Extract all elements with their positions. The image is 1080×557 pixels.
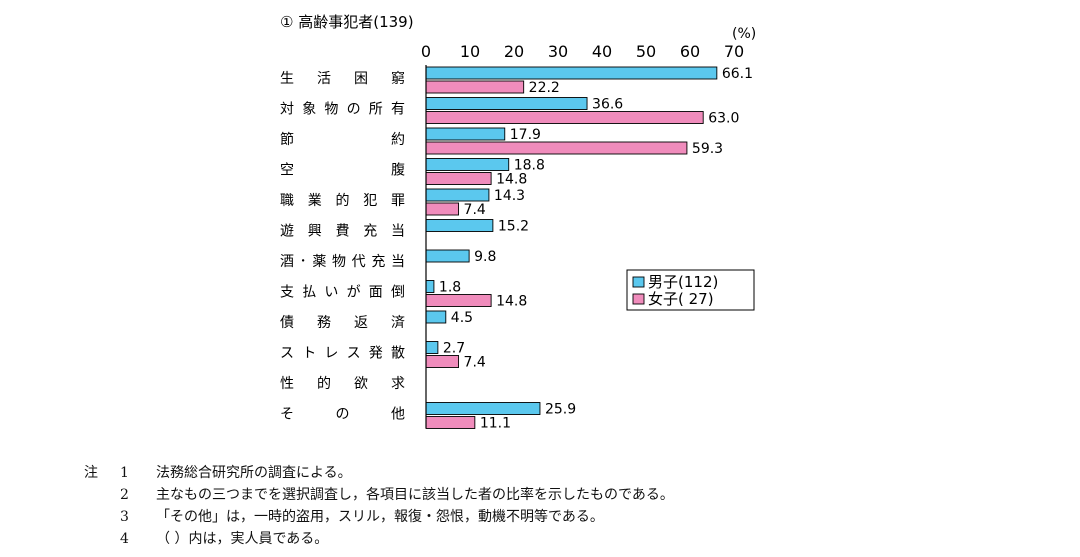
data-label: 36.6	[592, 97, 623, 113]
notes: 注 1 法務総合研究所の調査による。 2 主なもの三つまでを選択調査し，各項目に…	[84, 462, 674, 550]
category-label: 遊 興 費 充 当	[280, 224, 405, 240]
x-tick-label: 0	[421, 42, 431, 61]
data-label: 25.9	[545, 402, 576, 418]
data-label: 2.7	[443, 341, 465, 357]
note-row: 4 （ ）内は，実人員である。	[84, 528, 674, 550]
bar-male	[425, 127, 506, 141]
data-label: 66.1	[722, 66, 753, 82]
note-text: （ ）内は，実人員である。	[156, 531, 329, 547]
category-label: 支払いが面倒	[280, 285, 405, 301]
bar-female	[425, 172, 492, 185]
bar-male	[425, 66, 718, 80]
category-label: 債 務 返 済	[280, 315, 405, 331]
bar-female	[425, 416, 476, 429]
data-label: 4.5	[451, 310, 473, 326]
legend-swatch	[632, 293, 645, 305]
data-label: 15.2	[498, 219, 529, 235]
category-label: 職 業 的 犯 罪	[280, 193, 405, 209]
data-label: 17.9	[510, 127, 541, 143]
note-row: 注 1 法務総合研究所の調査による。	[84, 462, 674, 484]
category-label: ストレス発散	[280, 346, 405, 362]
category-label: 酒･薬物代充当	[280, 254, 405, 270]
legend: 男子(112)女子( 27)	[626, 269, 755, 311]
note-number: 3	[120, 509, 129, 525]
x-tick-label: 20	[504, 42, 524, 61]
bar-chart: ① 高齢事犯者(139) (%) 0 10 20 30 40 50 60 70 生 活 困 窮…	[280, 13, 756, 432]
x-tick-label: 50	[636, 42, 656, 61]
note-number: 1	[120, 465, 129, 481]
bar-female	[425, 202, 460, 216]
category-label: 節 約	[280, 131, 405, 148]
data-label: 7.4	[464, 355, 486, 371]
bar-male	[425, 402, 541, 415]
bar-female	[425, 111, 704, 124]
bar-female	[425, 80, 525, 94]
category-label: 性 的 欲 求	[280, 376, 405, 392]
data-label: 22.2	[529, 80, 560, 96]
data-label: 7.4	[464, 202, 486, 218]
x-tick-label: 60	[680, 42, 700, 61]
bar-male	[425, 280, 435, 293]
note-text: 主なもの三つまでを選択調査し，各項目に該当した者の比率を示したものである。	[156, 487, 674, 503]
bar-male	[425, 158, 510, 171]
data-label: 18.8	[514, 158, 545, 174]
bar-female	[425, 294, 492, 307]
category-label: 生 活 困 窮	[280, 71, 405, 87]
note-text: 「その他」は，一時的盗用，スリル，報復・怨恨，動機不明等である。	[156, 509, 604, 525]
bars	[425, 66, 718, 429]
legend-box	[626, 269, 755, 311]
bar-male	[425, 310, 447, 324]
x-tick-label: 10	[460, 42, 480, 61]
x-tick-label: 70	[724, 42, 744, 61]
category-label: 空 腹	[280, 162, 405, 179]
data-label: 9.8	[474, 249, 496, 265]
data-label: 63.0	[708, 111, 739, 127]
note-number: 2	[120, 487, 129, 503]
x-tick-label: 30	[548, 42, 568, 61]
note-text: 法務総合研究所の調査による。	[156, 465, 352, 481]
bar-male	[425, 341, 439, 354]
category-label: そ の 他	[280, 407, 405, 423]
x-axis-ticks: 0 10 20 30 40 50 60 70	[421, 42, 744, 61]
axis-unit-label: (%)	[732, 26, 756, 42]
bar-female	[425, 141, 688, 155]
legend-swatch	[632, 276, 645, 288]
bar-male	[425, 188, 490, 202]
bar-male	[425, 249, 470, 263]
chart-title: ① 高齢事犯者(139)	[280, 13, 414, 31]
note-row: 3 「その他」は，一時的盗用，スリル，報復・怨恨，動機不明等である。	[84, 506, 674, 528]
x-tick-label: 40	[592, 42, 612, 61]
legend-label: 男子(112)	[648, 273, 718, 291]
data-label: 1.8	[439, 280, 461, 296]
bar-male	[425, 97, 588, 110]
note-head: 注	[84, 465, 98, 481]
data-label: 59.3	[692, 141, 723, 157]
data-label: 14.3	[494, 188, 525, 204]
data-label: 14.8	[496, 172, 527, 188]
bar-male	[425, 219, 494, 232]
note-number: 4	[120, 531, 129, 547]
data-label: 14.8	[496, 294, 527, 310]
legend-label: 女子( 27)	[648, 290, 714, 308]
data-label: 11.1	[480, 416, 511, 432]
value-labels: 66.1 36.6 17.9 18.8 14.3 15.29.8 1.8 4.5 2.7 25.9…	[439, 66, 753, 432]
note-row: 2 主なもの三つまでを選択調査し，各項目に該当した者の比率を示したものである。	[84, 484, 674, 506]
bar-female	[425, 355, 460, 368]
category-label: 対象物の所有	[280, 102, 405, 118]
